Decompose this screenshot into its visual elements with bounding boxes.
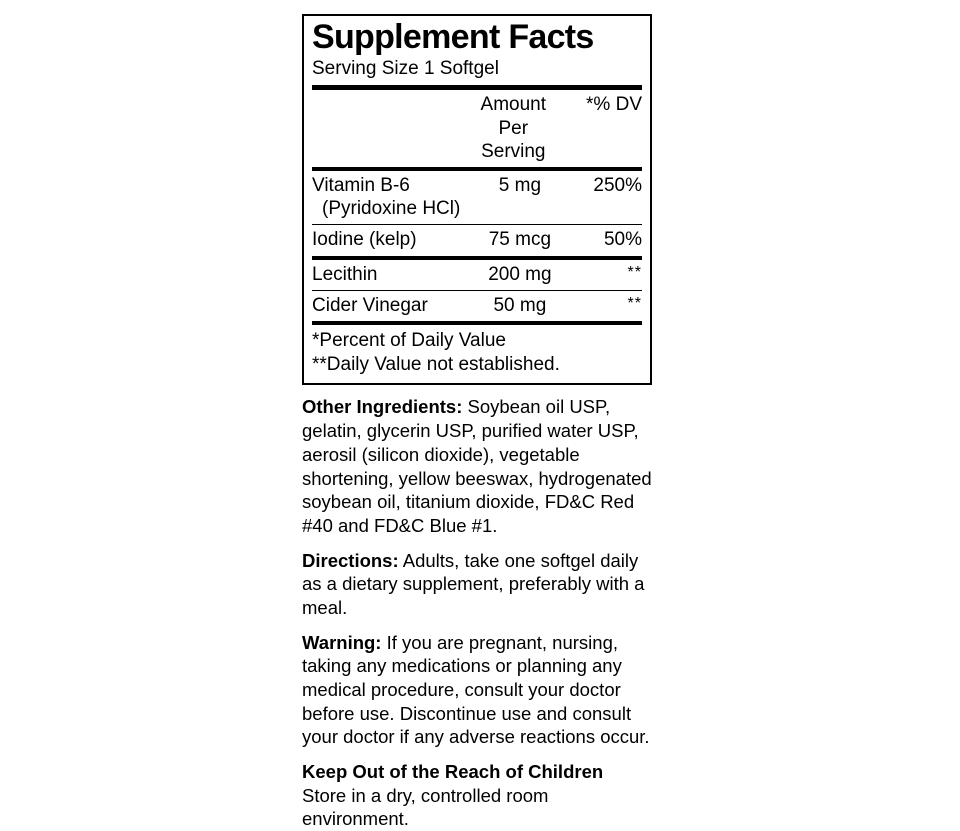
supplement-label: Supplement Facts Serving Size 1 Softgel …: [302, 14, 652, 831]
divider-thin-1: [312, 224, 642, 226]
label-body-text: Other Ingredients: Soybean oil USP, gela…: [302, 385, 654, 830]
divider-thick-top: [312, 85, 642, 91]
nutrient-amount-cider-vinegar: 50 mg: [493, 294, 547, 316]
directions-text: Adults, take one softgel daily as a diet…: [302, 549, 645, 618]
nutrient-sublabel: (Pyridoxine HCl): [322, 198, 461, 220]
nutrient-row-iodine-table: Iodine (kelp) 75 mcg 50%: [312, 225, 642, 255]
serving-size-text: Serving Size 1 Softgel: [312, 57, 499, 79]
directions-label: Directions:: [302, 549, 399, 571]
storage-text: Store in a dry, controlled room environm…: [302, 784, 549, 830]
nutrient-dv-vitamin-b6: 250%: [593, 175, 642, 196]
footnote-dv-not-established: **Daily Value not established.: [312, 354, 560, 376]
table-row: Cider Vinegar 50 mg **: [312, 291, 642, 321]
divider-above-footnotes: [312, 320, 642, 325]
page-title: Supplement Facts: [312, 18, 594, 56]
other-ingredients-paragraph: Other Ingredients: Soybean oil USP, gela…: [302, 395, 654, 537]
nutrient-amount-vitamin-b6: 5 mg: [498, 175, 542, 196]
nutrient-dv-cider-vinegar: **: [627, 294, 642, 312]
nutrient-amount-iodine: 75 mcg: [488, 229, 552, 251]
keep-out-heading: Keep Out of the Reach of Children: [302, 760, 604, 782]
nutrient-dv-lecithin: **: [627, 263, 642, 281]
nutrient-name-lecithin: Lecithin: [312, 263, 378, 285]
divider-below-header: [312, 167, 642, 171]
nutrient-name-iodine: Iodine (kelp): [312, 229, 417, 251]
divider-thin-2: [312, 289, 642, 291]
nutrient-name-cider-vinegar: Cider Vinegar: [312, 294, 428, 316]
nutrient-dv-iodine: 50%: [603, 229, 642, 251]
keep-out-paragraph: Keep Out of the Reach of Children Store …: [302, 760, 654, 831]
nutrition-table: Amount Per Serving *% DV: [312, 90, 642, 167]
other-ingredients-text: Soybean oil USP, gelatin, glycerin USP, …: [302, 396, 652, 536]
supplement-facts-panel: Supplement Facts Serving Size 1 Softgel …: [302, 14, 652, 386]
column-header-dv: *% DV: [586, 94, 642, 116]
nutrient-label: Vitamin B-6: [312, 175, 410, 196]
warning-label: Warning:: [302, 631, 382, 653]
header-spacer: [312, 90, 470, 167]
table-header-row: Amount Per Serving *% DV: [312, 90, 642, 167]
footnote-percent-daily-value: *Percent of Daily Value: [312, 329, 506, 351]
other-ingredients-label: Other Ingredients:: [302, 396, 463, 418]
nutrient-name-vitamin-b6: Vitamin B-6 (Pyridoxine HCl): [312, 171, 470, 224]
warning-paragraph: Warning: If you are pregnant, nursing, t…: [302, 631, 654, 749]
column-header-amount: Amount Per Serving: [480, 94, 547, 162]
table-row: Vitamin B-6 (Pyridoxine HCl) 5 mg 250%: [312, 171, 642, 224]
nutrient-row-lecithin-table: Lecithin 200 mg **: [312, 260, 642, 290]
nutrient-row-vitamin-b6-table: Vitamin B-6 (Pyridoxine HCl) 5 mg 250%: [312, 171, 642, 224]
table-row: Iodine (kelp) 75 mcg 50%: [312, 225, 642, 255]
nutrient-row-cider-vinegar-table: Cider Vinegar 50 mg **: [312, 291, 642, 321]
nutrient-amount-lecithin: 200 mg: [488, 263, 552, 285]
directions-paragraph: Directions: Adults, take one softgel dai…: [302, 549, 654, 620]
footnotes: *Percent of Daily Value **Daily Value no…: [312, 325, 642, 378]
divider-thick-middle: [312, 255, 642, 260]
table-row: Lecithin 200 mg **: [312, 260, 642, 290]
